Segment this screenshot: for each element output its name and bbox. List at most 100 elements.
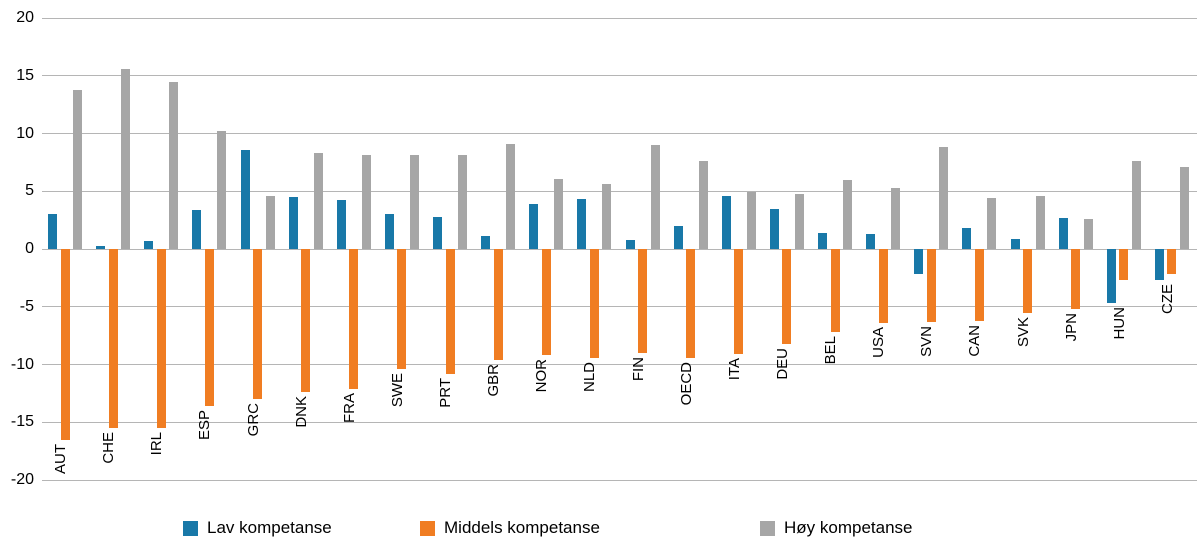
- gridline: [42, 248, 1197, 250]
- bar-oecd-series-2: [698, 161, 708, 249]
- legend-label-lav-kompetanse: Lav kompetanse: [207, 518, 332, 537]
- bar-nld-series-1: [589, 249, 599, 358]
- bar-che-series-0: [96, 245, 106, 249]
- x-axis-label-aut: AUT: [52, 443, 69, 474]
- bar-irl-series-2: [169, 81, 179, 249]
- bar-nld-series-0: [577, 199, 587, 249]
- bar-ita-series-2: [746, 192, 756, 249]
- bar-cze-series-1: [1167, 249, 1177, 275]
- x-axis-label-grc: GRC: [244, 403, 262, 437]
- bar-jpn-series-2: [1083, 218, 1093, 249]
- bar-swe-series-1: [397, 249, 407, 370]
- x-axis-label-oecd: OECD: [677, 361, 695, 405]
- bar-grc-series-2: [265, 195, 275, 249]
- bar-oecd-series-0: [673, 225, 683, 249]
- bar-can-series-1: [974, 249, 984, 321]
- bar-gbr-series-2: [506, 143, 516, 249]
- bar-bel-series-2: [843, 179, 852, 249]
- bar-irl-series-1: [156, 249, 166, 429]
- bar-esp-series-0: [192, 209, 202, 249]
- y-axis-label: 10: [16, 124, 34, 142]
- bar-prt-series-0: [433, 216, 442, 249]
- gridline: [42, 479, 1197, 481]
- y-axis-label: 15: [16, 66, 34, 84]
- bar-esp-series-1: [204, 249, 214, 407]
- y-axis-label: -5: [19, 297, 34, 315]
- bar-cze-series-2: [1179, 166, 1189, 249]
- y-axis-label: -15: [10, 413, 34, 431]
- bar-dnk-series-1: [301, 249, 311, 393]
- bar-fin-series-2: [650, 145, 660, 249]
- bar-fin-series-0: [625, 239, 635, 249]
- bar-dnk-series-0: [288, 197, 298, 249]
- y-axis-label: 20: [16, 9, 34, 26]
- bar-aut-series-1: [60, 249, 70, 440]
- bar-oecd-series-1: [686, 249, 696, 358]
- gridline: [42, 306, 1197, 308]
- bar-svk-series-0: [1010, 238, 1020, 249]
- bar-svn-series-1: [926, 249, 936, 322]
- x-axis-label-jpn: JPN: [1062, 313, 1080, 342]
- x-axis-label-nld: NLD: [581, 361, 599, 392]
- bar-prt-series-1: [445, 249, 455, 374]
- bar-usa-series-2: [891, 187, 901, 249]
- bar-swe-series-0: [384, 214, 394, 249]
- legend-label-hoy-kompetanse: Høy kompetanse: [784, 518, 913, 537]
- gridline: [42, 133, 1197, 134]
- legend-label-middels-kompetanse: Middels kompetanse: [444, 518, 600, 537]
- x-axis-label-esp: ESP: [196, 410, 214, 441]
- x-axis-label-fin: FIN: [629, 356, 647, 382]
- bar-hun-series-0: [1106, 249, 1116, 304]
- bar-fra-series-0: [336, 200, 346, 249]
- x-axis-label-bel: BEL: [822, 336, 839, 365]
- bar-aut-series-2: [73, 89, 82, 249]
- bar-irl-series-0: [144, 240, 154, 249]
- x-axis-label-swe: SWE: [388, 373, 406, 408]
- x-axis-label-che: CHE: [100, 432, 118, 464]
- gridline: [42, 17, 1197, 19]
- x-axis-label-irl: IRL: [148, 432, 166, 456]
- x-axis-label-svn: SVN: [918, 325, 936, 357]
- legend-item-lav-kompetanse: Lav kompetanse: [183, 512, 332, 544]
- gridline: [42, 190, 1197, 192]
- bar-fin-series-1: [638, 249, 647, 353]
- bar-gbr-series-1: [493, 249, 503, 360]
- gridline: [42, 75, 1197, 77]
- bar-jpn-series-0: [1058, 217, 1068, 249]
- bar-cze-series-0: [1154, 249, 1164, 281]
- legend-swatch-lav-kompetanse-icon: [183, 520, 198, 536]
- bar-svk-series-1: [1023, 249, 1032, 313]
- bar-aut-series-0: [48, 214, 57, 249]
- x-axis-label-dnk: DNK: [292, 396, 310, 428]
- bar-fra-series-1: [349, 249, 359, 389]
- x-axis-label-prt: PRT: [437, 377, 454, 408]
- bar-nor-series-0: [529, 203, 539, 249]
- y-axis-label: -10: [10, 355, 34, 373]
- bar-swe-series-2: [409, 155, 419, 249]
- bar-deu-series-2: [794, 193, 804, 249]
- bar-can-series-2: [987, 198, 997, 249]
- legend-swatch-hoy-kompetanse-icon: [760, 520, 775, 536]
- bar-fra-series-2: [361, 155, 371, 249]
- bar-jpn-series-1: [1071, 249, 1081, 310]
- x-axis-label-hun: HUN: [1110, 307, 1128, 340]
- bar-grc-series-0: [240, 149, 250, 249]
- x-axis-label-can: CAN: [966, 324, 984, 357]
- x-axis-label-nor: NOR: [533, 359, 551, 393]
- x-axis-label-cze: CZE: [1158, 284, 1176, 315]
- bar-usa-series-1: [878, 249, 888, 323]
- x-axis-label-fra: FRA: [340, 392, 358, 423]
- bar-che-series-1: [108, 249, 118, 429]
- legend-item-middels-kompetanse: Middels kompetanse: [420, 512, 600, 544]
- x-axis-label-svk: SVK: [1014, 316, 1032, 347]
- bar-svn-series-2: [939, 147, 949, 249]
- bar-hun-series-1: [1119, 249, 1129, 281]
- legend: Lav kompetanse Middels kompetanse Høy ko…: [0, 512, 1200, 544]
- x-axis-label-usa: USA: [870, 326, 888, 358]
- gridline: [42, 364, 1197, 365]
- bar-svk-series-2: [1035, 195, 1045, 249]
- bar-hun-series-2: [1131, 161, 1141, 249]
- bar-grc-series-1: [253, 249, 262, 400]
- bar-ita-series-1: [734, 249, 744, 355]
- bar-bel-series-0: [818, 232, 827, 249]
